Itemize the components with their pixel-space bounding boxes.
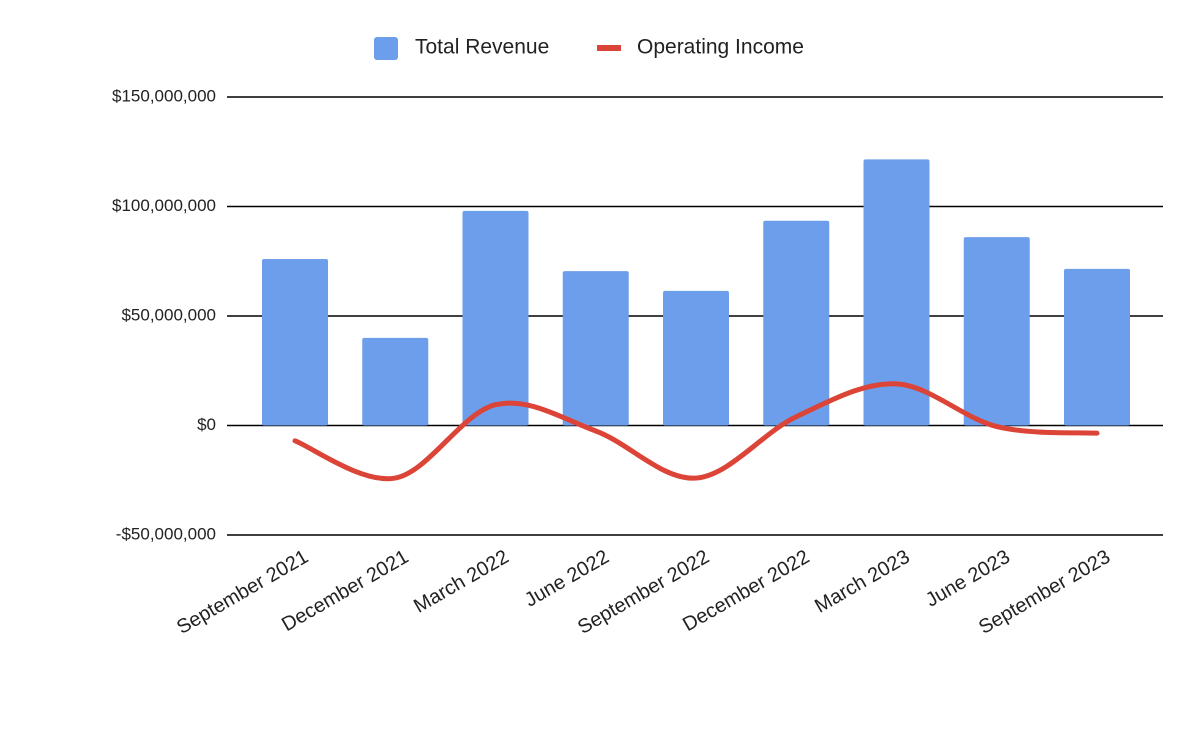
y-tick-label: -$50,000,000 xyxy=(116,524,216,543)
y-tick-label: $50,000,000 xyxy=(121,305,216,324)
bar xyxy=(863,159,930,426)
y-tick-label: $0 xyxy=(197,415,216,434)
bar xyxy=(1064,268,1130,426)
x-tick-label: June 2023 xyxy=(922,546,1014,612)
bar xyxy=(562,271,629,426)
bar xyxy=(262,259,328,426)
x-tick-label: March 2022 xyxy=(410,546,512,618)
bar xyxy=(462,210,529,426)
y-tick-label: $100,000,000 xyxy=(112,196,216,215)
bar xyxy=(963,237,1030,426)
legend-label: Operating Income xyxy=(637,36,804,59)
legend-label: Total Revenue xyxy=(415,36,549,59)
x-tick-label: June 2022 xyxy=(521,546,613,612)
bar xyxy=(763,220,830,426)
y-tick-label: $150,000,000 xyxy=(112,86,216,105)
bar xyxy=(663,290,729,426)
bar xyxy=(362,337,429,426)
line xyxy=(292,381,1100,482)
legend-swatch xyxy=(374,37,398,60)
x-tick-label: March 2023 xyxy=(811,546,913,618)
